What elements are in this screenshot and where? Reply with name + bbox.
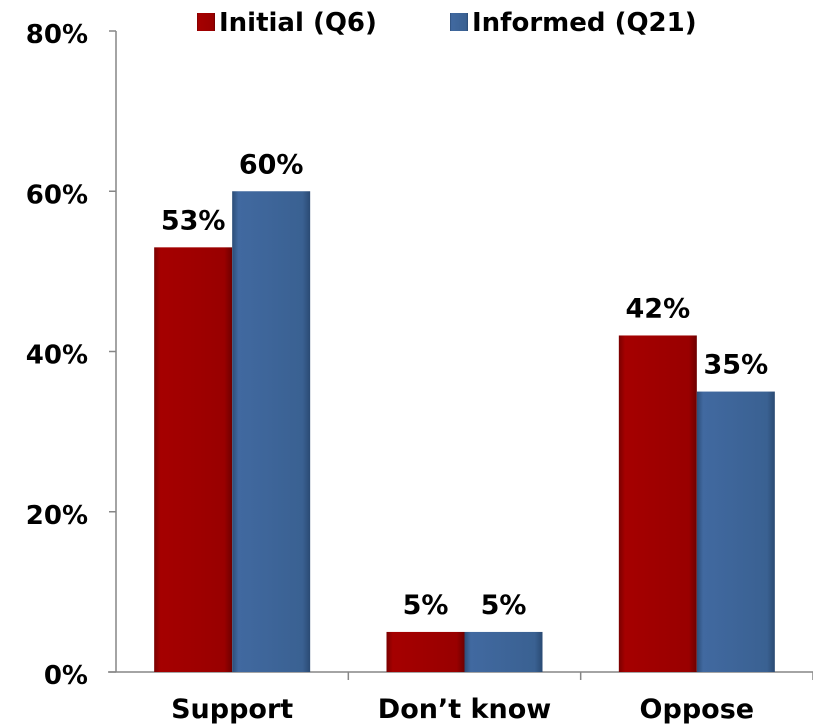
legend-label-informed-q21: Informed (Q21) bbox=[472, 8, 697, 38]
data-labels: 53% 60% 5% 5% 42% 35% bbox=[161, 149, 768, 621]
bar-informed-q21-oppose bbox=[696, 391, 775, 672]
legend: Initial (Q6) Informed (Q21) bbox=[197, 8, 697, 38]
x-tick-label: Support bbox=[171, 694, 293, 725]
data-label: 60% bbox=[239, 149, 304, 180]
data-label: 35% bbox=[704, 350, 769, 381]
data-label: 53% bbox=[161, 205, 226, 236]
y-tick-label: 20% bbox=[26, 501, 88, 531]
x-tick-label: Don’t know bbox=[378, 694, 551, 725]
bar-initial-q6-oppose bbox=[618, 335, 697, 672]
bar-initial-q6-support bbox=[154, 247, 233, 672]
legend-label-initial-q6: Initial (Q6) bbox=[219, 8, 377, 38]
y-tick-label: 40% bbox=[26, 341, 88, 371]
data-label: 42% bbox=[626, 293, 691, 324]
bar-informed-q21-don-t-know bbox=[464, 631, 543, 672]
bar-informed-q21-support bbox=[232, 191, 311, 672]
y-tick-label: 60% bbox=[26, 180, 88, 210]
y-tick-label: 0% bbox=[44, 661, 88, 691]
x-tick-label: Oppose bbox=[640, 694, 755, 725]
legend-swatch-initial-q6 bbox=[197, 13, 215, 31]
axes: 0% 20% 40% 60% 80% Support Don’t know Oppose bbox=[26, 20, 813, 725]
y-tick-label: 80% bbox=[26, 20, 88, 50]
data-label: 5% bbox=[481, 590, 527, 621]
data-label: 5% bbox=[403, 590, 449, 621]
legend-swatch-informed-q21 bbox=[450, 13, 468, 31]
bars bbox=[154, 191, 775, 672]
bar-initial-q6-don-t-know bbox=[386, 631, 465, 672]
